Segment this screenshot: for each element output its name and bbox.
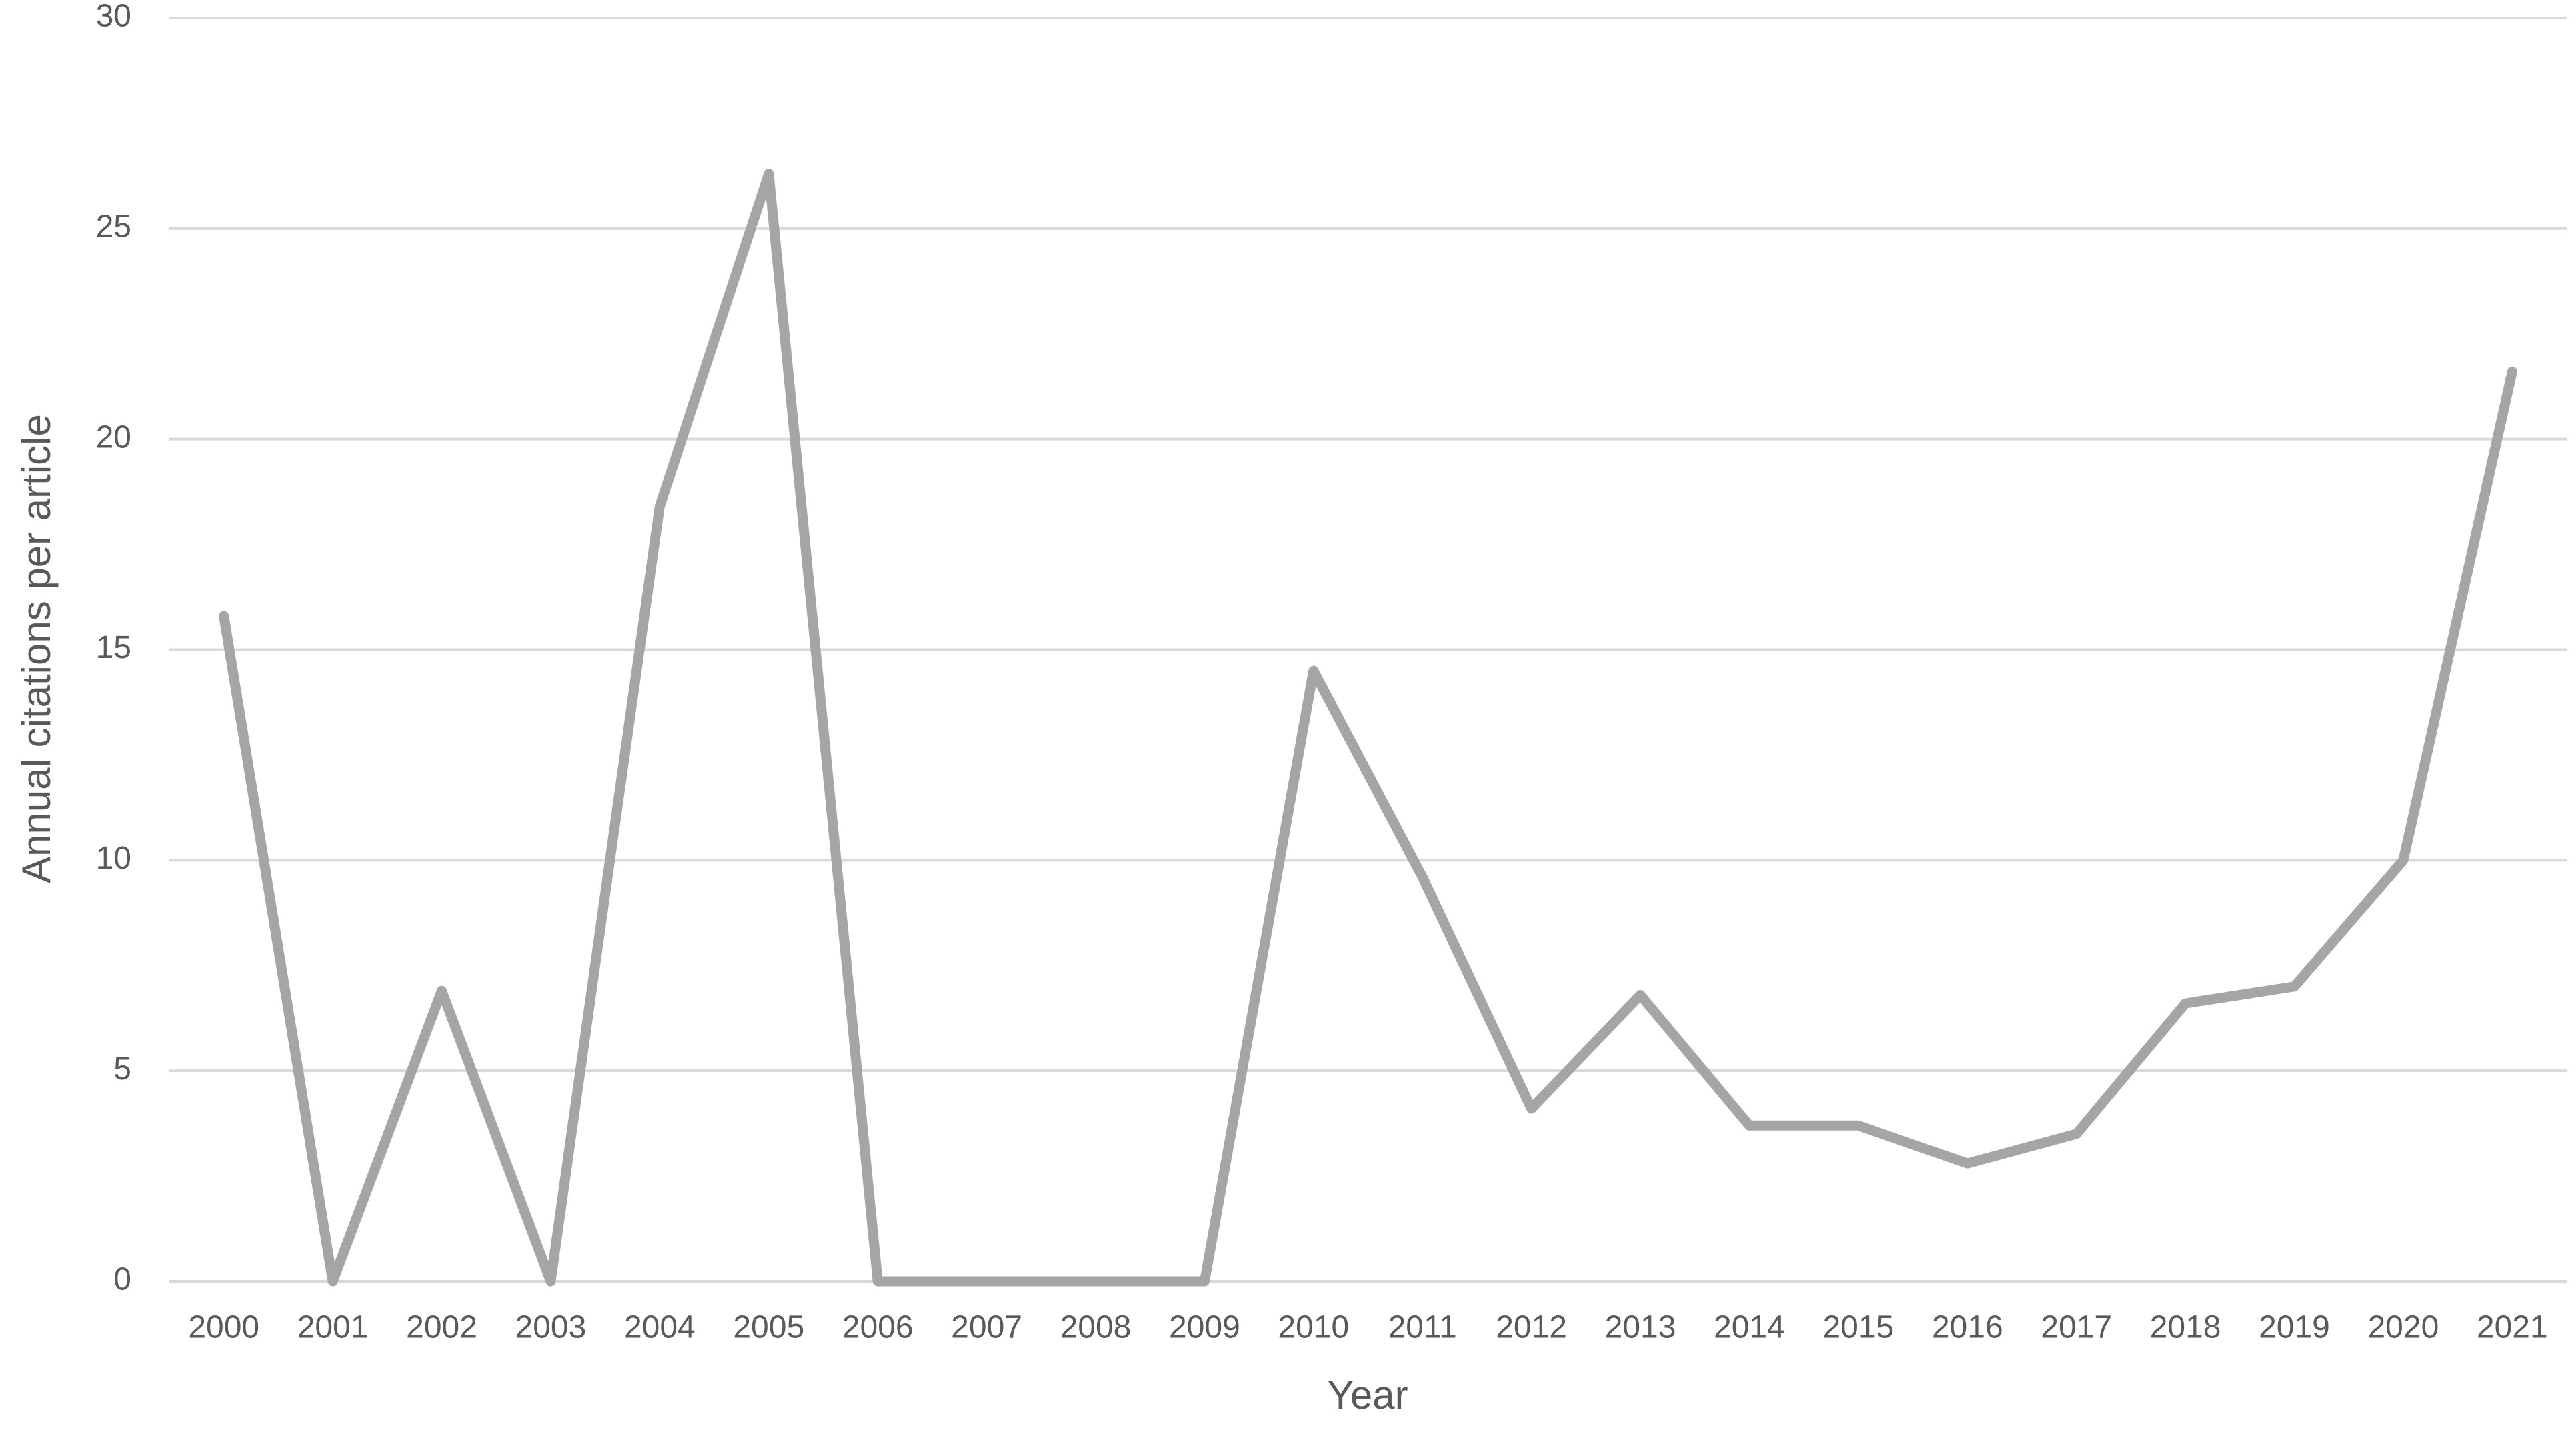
x-tick-label: 2001 [297, 1310, 369, 1345]
y-tick-label: 30 [96, 0, 131, 34]
x-tick-label: 2021 [2477, 1310, 2548, 1345]
x-axis-title: Year [1327, 1373, 1408, 1417]
x-tick-label: 2002 [406, 1310, 477, 1345]
x-tick-label: 2004 [624, 1310, 696, 1345]
data-line [219, 169, 2517, 1287]
x-tick-label: 2019 [2259, 1310, 2330, 1345]
x-tick-label: 2016 [1932, 1310, 2003, 1345]
x-tick-label: 2010 [1278, 1310, 1349, 1345]
y-tick-label: 25 [96, 209, 131, 245]
y-tick-label: 20 [96, 419, 131, 455]
y-tick-label: 0 [113, 1262, 131, 1297]
x-tick-label: 2018 [2150, 1310, 2221, 1345]
x-tick-label: 2017 [2041, 1310, 2112, 1345]
x-tick-label: 2005 [733, 1310, 804, 1345]
y-tick-label: 15 [96, 630, 131, 665]
x-tick-label: 2008 [1060, 1310, 1132, 1345]
y-tick-label: 5 [113, 1051, 131, 1087]
x-tick-label: 2011 [1388, 1310, 1457, 1345]
y-tick-label: 10 [96, 841, 131, 876]
x-tick-label: 2000 [188, 1310, 259, 1345]
x-tick-label: 2009 [1169, 1310, 1240, 1345]
x-tick-label: 2020 [2367, 1310, 2439, 1345]
x-tick-label: 2006 [842, 1310, 914, 1345]
x-tick-label: 2007 [951, 1310, 1022, 1345]
x-tick-label: 2015 [1822, 1310, 1894, 1345]
y-axis-title: Annual citations per article [14, 414, 59, 883]
x-tick-label: 2013 [1605, 1310, 1676, 1345]
x-tick-label: 2012 [1496, 1310, 1567, 1345]
x-tick-label: 2003 [515, 1310, 587, 1345]
x-tick-label: 2014 [1714, 1310, 1785, 1345]
